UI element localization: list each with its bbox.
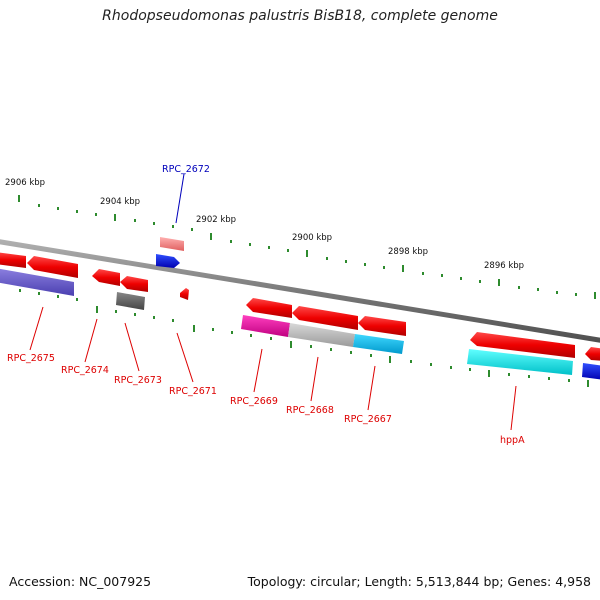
genome-stats-text: Topology: circular; Length: 5,513,844 bp… [247,574,591,589]
gene-rpc-2674[interactable] [92,269,120,286]
gene-label-rpc-2672[interactable]: RPC_2672 [162,164,210,175]
gene-rpc-2673-gray[interactable] [116,292,145,310]
gene-rpc-2672-pink[interactable] [160,237,184,251]
gene-edge-blue[interactable] [582,363,600,380]
gene-label-rpc-2675[interactable]: RPC_2675 [7,353,55,364]
gene-label-rpc-2674[interactable]: RPC_2674 [61,365,109,376]
gene-label-rpc-2667[interactable]: RPC_2667 [344,414,392,425]
accession-text: Accession: NC_007925 [9,574,152,589]
gene-label-rpc-2673[interactable]: RPC_2673 [114,375,162,386]
scale-label: 2896 kbp [484,261,524,271]
scale-label: 2898 kbp [388,247,428,257]
gene-rpc-2669-red[interactable] [246,298,292,318]
genome-backbone [0,239,600,343]
gene-label-rpc-2669[interactable]: RPC_2669 [230,396,278,407]
gene-label-rpc-2671[interactable]: RPC_2671 [169,386,217,397]
scale-label: 2904 kbp [100,197,140,207]
gene-rpc-2668-red[interactable] [292,306,358,330]
gene-rpc-2667-sky[interactable] [353,334,404,354]
gene-label-rpc-2668[interactable]: RPC_2668 [286,405,334,416]
gene-rpc-2675-purple[interactable] [0,268,74,296]
gene-rpc-2675-a[interactable] [0,252,26,268]
gene-rpc-2673-red[interactable] [120,276,148,292]
gene-edge-red[interactable] [585,347,600,361]
gene-rpc-2668-silver[interactable] [288,323,355,347]
gene-rpc-2675-b[interactable] [27,256,78,278]
gene-label-hppa[interactable]: hppA [500,435,525,446]
gene-hppa-cyan[interactable] [467,349,573,375]
scale-upper [18,195,596,299]
gene-rpc-2667-red[interactable] [358,316,406,336]
scale-label: 2902 kbp [196,215,236,225]
gene-rpc-2669-magenta[interactable] [241,315,290,337]
scale-label: 2900 kbp [292,233,332,243]
gene-hppa-red[interactable] [470,332,575,358]
map-title: Rhodopseudomonas palustris BisB18, compl… [102,8,498,24]
gene-rpc-2672-blue[interactable] [156,254,180,268]
leader-lines [29,173,517,431]
scale-label: 2906 kbp [5,178,45,188]
gene-rpc-2671[interactable] [180,288,189,300]
scale-lower [19,289,589,387]
